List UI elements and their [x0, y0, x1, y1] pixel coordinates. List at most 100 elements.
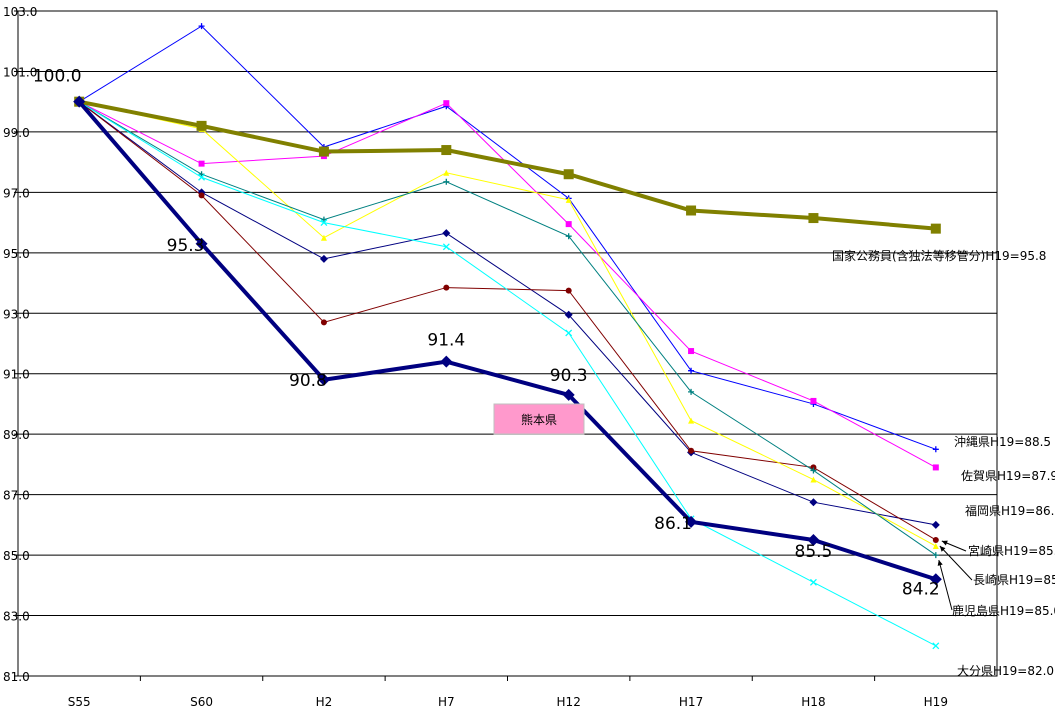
data-point-plus: [688, 367, 695, 374]
x-tick-label: H19: [924, 695, 948, 709]
data-point-circle: [198, 192, 205, 199]
data-point-triangle: [688, 417, 695, 424]
y-tick-label: 95.0: [3, 247, 30, 261]
series-line: [78, 101, 937, 647]
series-label: 宮崎県H19=85.5: [968, 543, 1055, 558]
data-point-circle: [932, 536, 939, 543]
data-point-x: [932, 642, 940, 650]
data-point-plus: [565, 233, 572, 240]
data-point-square: [932, 464, 939, 471]
series-label: 大分県H19=82.0: [957, 664, 1054, 678]
data-point-diamond: [809, 498, 818, 507]
data-point-plus: [443, 178, 450, 185]
data-point-diamond: [807, 533, 820, 546]
data-point-plus: [932, 552, 939, 559]
series-4: [76, 98, 939, 543]
data-point-diamond: [317, 373, 330, 386]
data-point-circle: [688, 447, 695, 454]
gridlines: [18, 70, 997, 617]
data-point-triangle: [932, 543, 939, 550]
x-tick-label: H2: [316, 695, 333, 709]
series-label: 沖縄県H19=88.5: [954, 434, 1051, 449]
point-label: 91.4: [427, 331, 465, 351]
series-6: [76, 98, 939, 559]
data-point-square: [686, 205, 697, 216]
data-point-circle: [565, 287, 572, 294]
data-point-square: [196, 120, 207, 131]
kumamoto-legend-box: 熊本県: [493, 403, 585, 435]
data-point-plus: [320, 216, 327, 223]
point-label: 90.3: [550, 366, 588, 386]
y-tick-label: 101.0: [3, 65, 37, 79]
series-label: 福岡県H19=86.0: [965, 503, 1055, 518]
data-point-square: [318, 146, 329, 157]
series-line: [78, 25, 936, 450]
data-point-diamond: [929, 573, 942, 586]
point-label: 95.3: [167, 236, 205, 256]
y-tick-label: 93.0: [3, 307, 30, 321]
data-point-square: [441, 145, 452, 156]
series-8: [73, 95, 942, 586]
data-point-diamond: [562, 388, 575, 401]
x-tick-label: S55: [68, 695, 91, 709]
data-point-square: [810, 397, 817, 404]
data-point-diamond: [442, 229, 451, 238]
series-line: [78, 101, 936, 526]
data-point-x: [565, 329, 573, 337]
data-point-square: [565, 221, 572, 228]
x-tick-label: H18: [801, 695, 825, 709]
data-point-diamond: [319, 254, 328, 263]
data-point-plus: [688, 388, 695, 395]
leader-arrowhead: [937, 560, 943, 566]
leader-arrowhead: [939, 546, 946, 552]
x-axis: S55 S60 H2 H7 H12 H17 H18 H19: [68, 676, 948, 709]
data-point-triangle: [443, 169, 450, 176]
legend-box-bg: [493, 403, 585, 435]
data-point-diamond: [195, 237, 208, 250]
y-tick-label: 91.0: [3, 368, 30, 382]
point-label: 85.5: [795, 542, 833, 562]
y-tick-label: 81.0: [3, 670, 30, 684]
data-point-square: [808, 213, 819, 224]
y-axis: 103.0 101.0 99.0 97.0 95.0 93.0 91.0 89.0 87.0 85…: [3, 5, 37, 684]
data-point-diamond: [564, 310, 573, 319]
y-tick-label: 103.0: [3, 5, 37, 19]
data-point-x: [320, 219, 328, 227]
data-point-square: [930, 223, 941, 234]
y-tick-label: 89.0: [3, 428, 30, 442]
data-point-diamond: [440, 355, 453, 368]
data-point-plus: [198, 171, 205, 178]
data-point-plus: [932, 446, 939, 453]
data-point-triangle: [565, 196, 572, 203]
series-line: [78, 101, 937, 541]
plot-area-border: [17, 10, 998, 677]
point-label: 86.1: [654, 514, 692, 534]
data-point-diamond: [931, 520, 940, 529]
data-point-square: [198, 160, 205, 167]
data-point-plus: [810, 467, 817, 474]
point-label: 84.2: [902, 579, 940, 599]
y-tick-label: 99.0: [3, 126, 30, 140]
point-label: 90.8: [289, 371, 327, 391]
series-label: 長崎県H19=85.3: [973, 573, 1055, 587]
series-annotations: 100.0 95.3 90.8 91.4 90.3 86.1 85.5 84.2 国家公務員(含…: [33, 67, 1055, 678]
x-tick-label: H12: [557, 695, 581, 709]
leader-line: [938, 559, 953, 611]
series-line: [79, 101, 937, 547]
data-point-circle: [443, 284, 450, 291]
y-tick-label: 85.0: [3, 549, 30, 563]
x-tick-label: H7: [438, 695, 455, 709]
leader-line: [939, 545, 973, 581]
series-label: 佐賀県H19=87.9: [961, 469, 1055, 483]
data-point-square: [443, 100, 450, 107]
legend-box-label: 熊本県: [521, 412, 557, 427]
data-point-triangle: [810, 476, 817, 483]
data-point-x: [809, 578, 817, 586]
series-line: [78, 99, 936, 231]
data-point-circle: [320, 319, 327, 326]
x-tick-label: S60: [190, 695, 213, 709]
series-label: 鹿児島県H19=85.0: [952, 603, 1055, 618]
data-point-square: [563, 169, 574, 180]
data-point-diamond: [73, 95, 86, 108]
series-5: [76, 98, 939, 550]
